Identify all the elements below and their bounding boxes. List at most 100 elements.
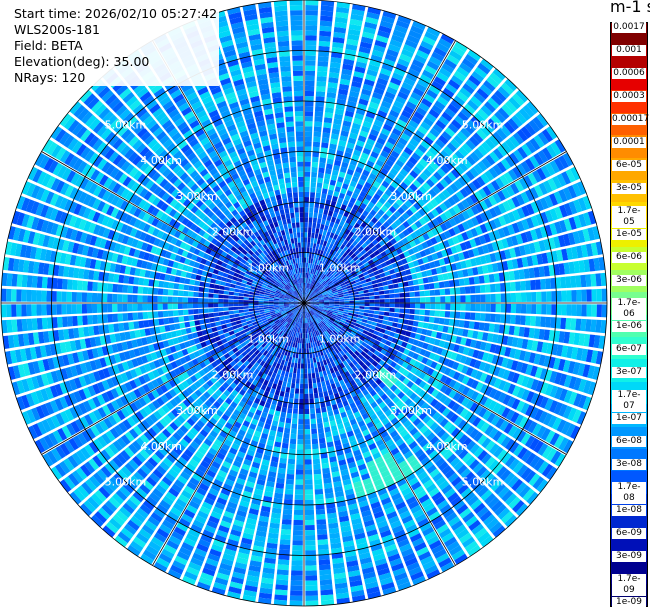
radar-gate-cell [426, 395, 435, 405]
radar-gate-cell [365, 335, 372, 341]
radar-gate-cell [409, 205, 418, 214]
radar-gate-cell [431, 345, 439, 354]
radar-gate-cell [398, 334, 405, 341]
radar-gate-cell [492, 131, 504, 144]
radar-gate-cell [428, 108, 440, 119]
radar-gate-cell [479, 84, 493, 96]
radar-gate-cell [367, 249, 374, 256]
radar-gate-cell [297, 337, 301, 344]
radar-gate-cell [407, 261, 415, 269]
radar-gate-cell [484, 386, 493, 397]
radar-gate-cell [440, 265, 448, 273]
radar-gate-cell [484, 424, 494, 436]
radar-gate-cell [387, 114, 398, 123]
radar-gate-cell [332, 164, 340, 172]
radar-gate-cell [437, 192, 447, 202]
radar-gate-cell [276, 431, 283, 438]
radar-gate-cell [409, 414, 418, 423]
radar-gate-cell [549, 400, 559, 413]
radar-gate-cell [418, 411, 428, 421]
radar-gate-cell [297, 444, 304, 450]
radar-gate-cell [443, 450, 454, 460]
radar-gate-cell [336, 213, 343, 220]
radar-gate-cell [459, 311, 466, 320]
radar-gate-cell [320, 255, 325, 262]
radar-gate-cell [313, 305, 319, 307]
radar-gate-cell [338, 310, 344, 314]
radar-gate-cell [443, 367, 452, 376]
radar-gate-cell [308, 212, 314, 218]
radar-gate-cell [357, 314, 364, 319]
radar-gate-cell [343, 340, 349, 346]
radar-gate-cell [312, 156, 319, 163]
radar-gate-cell [402, 229, 410, 237]
radar-gate-cell [292, 413, 298, 419]
radar-gate-cell [541, 304, 547, 315]
radar-gate-cell [324, 204, 330, 211]
radar-gate-cell [324, 285, 330, 290]
radar-gate-cell [407, 337, 415, 345]
radar-gate-cell [452, 327, 459, 335]
radar-gate-cell [365, 74, 377, 82]
radar-gate-cell [533, 328, 540, 340]
radar-gate-cell [410, 25, 424, 35]
radar-gate-cell [366, 160, 375, 168]
radar-gate-cell [580, 274, 587, 288]
radar-gate-cell [401, 237, 409, 245]
radar-gate-cell [378, 286, 384, 291]
radar-gate-cell [561, 290, 567, 302]
radar-gate-cell [304, 434, 311, 440]
radar-gate-cell [397, 359, 405, 366]
radar-gate-cell [415, 408, 424, 417]
radar-gate-cell [412, 417, 422, 427]
radar-gate-cell [485, 294, 491, 303]
radar-gate-cell [460, 260, 467, 269]
radar-gate-cell [479, 395, 489, 406]
radar-gate-cell [521, 256, 529, 268]
radar-gate-cell [337, 312, 343, 316]
radar-gate-cell [546, 304, 552, 315]
radar-gate-cell [470, 478, 482, 490]
radar-gate-cell [406, 423, 415, 433]
radar-gate-cell [312, 443, 319, 450]
radar-gate-cell [318, 162, 326, 169]
radar-gate-cell [307, 288, 311, 294]
radar-gate-cell [376, 77, 388, 86]
radar-gate-cell [320, 273, 325, 279]
radar-gate-cell [434, 289, 441, 296]
radar-gate-cell [324, 324, 329, 330]
radar-gate-cell [330, 285, 336, 290]
radar-gate-cell [529, 187, 539, 200]
radar-gate-cell [331, 288, 337, 293]
radar-gate-cell [369, 59, 381, 68]
radar-gate-cell [279, 539, 291, 546]
radar-gate-cell [474, 66, 488, 79]
radar-gate-cell [479, 469, 491, 481]
radar-gate-cell [369, 209, 377, 217]
radar-gate-cell [299, 393, 304, 399]
radar-gate-cell [554, 372, 563, 385]
radar-gate-cell [484, 101, 496, 113]
radar-gate-cell [511, 196, 521, 208]
radar-gate-cell [585, 349, 594, 363]
radar-gate-cell [320, 15, 333, 22]
radar-gate-cell [431, 51, 445, 62]
radar-gate-cell [409, 309, 415, 315]
radar-gate-cell [388, 392, 397, 401]
radar-gate-cell [500, 435, 511, 448]
radar-gate-cell [328, 77, 339, 84]
radar-gate-cell [326, 158, 334, 165]
radar-gate-cell [327, 210, 334, 217]
radar-gate-cell [448, 228, 456, 237]
radar-gate-cell [317, 539, 329, 546]
radar-gate-cell [337, 261, 344, 268]
radar-gate-cell [344, 346, 351, 352]
radar-gate-cell [577, 363, 586, 377]
radar-gate-cell [293, 524, 303, 531]
radar-gate-cell [357, 339, 364, 345]
radar-gate-cell [552, 175, 562, 189]
radar-gate-cell [489, 343, 497, 354]
radar-gate-cell [296, 347, 300, 354]
radar-gate-cell [406, 325, 413, 332]
radar-gate-cell [309, 284, 313, 290]
